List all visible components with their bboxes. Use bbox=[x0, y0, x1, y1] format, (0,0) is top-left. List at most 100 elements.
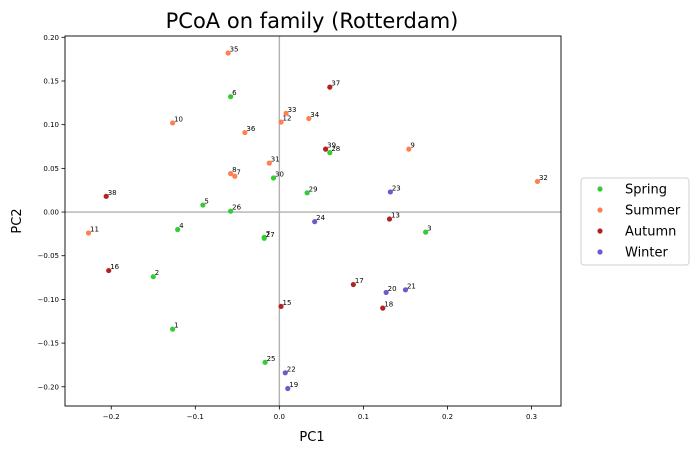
point-label: 17 bbox=[355, 277, 364, 285]
y-tick-label: −0.20 bbox=[38, 383, 59, 391]
point-label: 26 bbox=[232, 204, 241, 212]
x-tick-label: −0.2 bbox=[103, 413, 120, 421]
point-label: 3 bbox=[427, 225, 431, 233]
point-label: 30 bbox=[275, 170, 284, 178]
x-axis-label: PC1 bbox=[299, 430, 324, 445]
x-tick-label: 0.1 bbox=[358, 413, 369, 421]
legend: Spring Summer Autumn Winter bbox=[580, 177, 690, 266]
point-label: 31 bbox=[271, 156, 280, 164]
y-tick-label: −0.05 bbox=[38, 252, 59, 260]
y-tick-label: 0.00 bbox=[43, 209, 59, 217]
data-point-summer bbox=[266, 160, 272, 166]
data-point-autumn bbox=[278, 303, 284, 310]
plot-area: −0.2 −0.1 0.0 0.1 0.2 0.3 −0.20 −0.15 −0.10 −0.05… bbox=[38, 34, 562, 421]
point-label: 27 bbox=[266, 231, 275, 239]
point-label: 10 bbox=[174, 115, 183, 123]
x-tick-label: 0.3 bbox=[526, 413, 537, 421]
data-point-winter bbox=[402, 287, 409, 293]
x-tick-label: 0.2 bbox=[442, 413, 453, 421]
point-label: 13 bbox=[391, 212, 400, 220]
point-label: 4 bbox=[179, 222, 184, 230]
data-point-summer bbox=[283, 110, 289, 116]
legend-label-summer: Summer bbox=[625, 204, 681, 219]
point-label: 39 bbox=[327, 142, 336, 150]
point-label: 20 bbox=[388, 285, 397, 293]
legend-label-spring: Spring bbox=[625, 183, 667, 198]
data-point-spring bbox=[228, 94, 234, 100]
data-point-spring bbox=[262, 359, 268, 365]
point-label: 1 bbox=[174, 322, 178, 330]
point-label: 6 bbox=[232, 89, 237, 97]
data-point-winter bbox=[383, 289, 389, 296]
data-point-spring bbox=[175, 226, 181, 233]
data-point-winter bbox=[282, 370, 288, 376]
point-label: 28 bbox=[331, 145, 340, 153]
data-point-autumn bbox=[106, 267, 112, 274]
chart-title: PCoA on family (Rotterdam) bbox=[166, 9, 459, 33]
point-label: 5 bbox=[204, 198, 208, 206]
point-label: 21 bbox=[407, 282, 416, 290]
data-point-summer bbox=[534, 178, 541, 185]
data-point-summer bbox=[85, 230, 92, 236]
legend-label-autumn: Autumn bbox=[625, 225, 676, 240]
data-point-spring bbox=[261, 235, 267, 241]
data-point-autumn bbox=[380, 305, 386, 311]
point-label: 24 bbox=[316, 214, 325, 222]
data-point-spring bbox=[327, 150, 333, 156]
y-tick-label: 0.05 bbox=[43, 165, 59, 173]
legend-box bbox=[580, 177, 690, 266]
y-tick-label: −0.15 bbox=[38, 340, 59, 348]
legend-marker-summer bbox=[597, 207, 603, 213]
data-point-summer bbox=[225, 50, 231, 56]
point-label: 29 bbox=[309, 185, 318, 193]
y-tick-label: −0.10 bbox=[38, 296, 59, 304]
point-label: 34 bbox=[310, 111, 319, 119]
point-label: 15 bbox=[283, 299, 292, 307]
data-point-autumn bbox=[386, 216, 393, 222]
data-point-summer bbox=[232, 173, 238, 179]
data-point-summer bbox=[170, 120, 176, 126]
data-point-summer bbox=[242, 129, 248, 136]
data-point-summer bbox=[278, 119, 284, 125]
legend-marker-autumn bbox=[597, 228, 603, 234]
y-tick-label: 0.20 bbox=[43, 34, 59, 42]
data-point-winter bbox=[285, 385, 291, 392]
data-point-winter bbox=[387, 189, 393, 195]
point-label: 36 bbox=[246, 125, 255, 133]
point-label: 18 bbox=[384, 301, 393, 309]
data-point-spring bbox=[304, 190, 310, 196]
point-label: 9 bbox=[410, 142, 414, 150]
y-tick-label: 0.10 bbox=[43, 121, 59, 129]
point-label: 2 bbox=[155, 269, 159, 277]
data-point-spring bbox=[150, 274, 156, 280]
point-label: 8 bbox=[232, 166, 236, 174]
point-label: 22 bbox=[287, 365, 296, 373]
point-label: 16 bbox=[110, 263, 119, 271]
x-tick-label: −0.1 bbox=[187, 413, 204, 421]
data-point-autumn bbox=[103, 193, 109, 199]
point-label: 37 bbox=[331, 80, 340, 88]
point-label: 33 bbox=[288, 106, 297, 114]
x-tick-label: 0.0 bbox=[274, 413, 285, 421]
point-label: 19 bbox=[289, 381, 298, 389]
data-point-spring bbox=[200, 202, 206, 208]
point-label: 7 bbox=[236, 169, 240, 177]
point-label: 35 bbox=[230, 46, 239, 54]
legend-marker-spring bbox=[597, 186, 603, 192]
point-label: 12 bbox=[283, 115, 292, 123]
point-label: 38 bbox=[108, 189, 117, 197]
point-label: 7 bbox=[266, 230, 270, 238]
data-point-autumn bbox=[323, 146, 329, 152]
y-axis-label: PC2 bbox=[10, 208, 25, 233]
legend-label-winter: Winter bbox=[625, 246, 669, 261]
data-point-spring bbox=[170, 326, 176, 332]
data-point-autumn bbox=[327, 84, 333, 90]
legend-marker-winter bbox=[597, 249, 603, 255]
data-point-summer bbox=[306, 115, 312, 122]
point-label: 32 bbox=[539, 174, 548, 182]
data-point-summer bbox=[228, 171, 234, 177]
plot-frame bbox=[64, 35, 562, 407]
point-label: 11 bbox=[90, 226, 99, 234]
data-point-spring bbox=[423, 229, 429, 235]
